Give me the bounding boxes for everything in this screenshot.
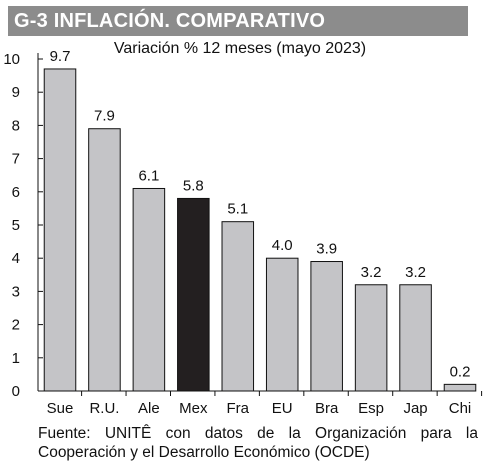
bar-bra xyxy=(310,261,343,392)
y-tick-label: 9 xyxy=(12,84,20,101)
y-tick-label: 10 xyxy=(3,51,20,68)
y-tick-label: 6 xyxy=(12,184,20,201)
x-tick-label: Jap xyxy=(403,400,427,417)
data-label: 3.2 xyxy=(361,264,382,281)
data-label: 3.9 xyxy=(316,241,337,258)
y-axis: 0 1 2 3 4 5 6 7 8 9 10 xyxy=(3,51,43,400)
chart-title: G-3 INFLACIÓN. COMPARATIVO INTERNACIONAL xyxy=(14,10,326,62)
bar-esp xyxy=(354,284,388,392)
chart-subtitle: Variación % 12 meses (mayo 2023) xyxy=(113,40,367,57)
bar-jap xyxy=(399,284,432,392)
y-tick-label: 7 xyxy=(12,151,20,168)
chart-title-bar: G-3 INFLACIÓN. COMPARATIVO INTERNACIONAL xyxy=(8,6,468,62)
y-tick-label: 3 xyxy=(12,283,20,300)
value-labels: 9.7 7.9 6.1 5.8 5.1 4.0 3.9 3.2 3.2 0.2 xyxy=(50,48,471,380)
data-label: 4.0 xyxy=(272,237,293,254)
bar-ale xyxy=(132,187,166,392)
bar-chi xyxy=(443,383,477,392)
bar-fra xyxy=(221,221,255,392)
data-label: 0.2 xyxy=(450,363,471,380)
data-label: 7.9 xyxy=(94,108,115,125)
y-tick-label: 0 xyxy=(12,383,20,400)
y-tick-label: 4 xyxy=(12,250,20,267)
bar-ru xyxy=(88,128,121,392)
x-tick-label: R.U. xyxy=(89,400,119,417)
x-axis: Sue R.U. Ale Mex Fra EU Bra Esp Jap Chi xyxy=(38,390,483,417)
x-tick-label: Ale xyxy=(138,400,160,417)
data-label: 9.7 xyxy=(50,48,71,65)
x-tick-label: Chi xyxy=(449,400,472,417)
x-tick-label: Esp xyxy=(358,400,384,417)
x-tick-label: Sue xyxy=(47,400,74,417)
x-tick-label: EU xyxy=(272,400,293,417)
x-tick-label: Bra xyxy=(315,400,339,417)
data-label: 5.8 xyxy=(183,177,204,194)
bar-mex xyxy=(177,197,210,392)
data-label: 3.2 xyxy=(405,264,426,281)
y-tick-label: 1 xyxy=(12,350,20,367)
data-label: 6.1 xyxy=(138,167,159,184)
bar-sue xyxy=(43,68,77,392)
source-note: Fuente: UNITÊ con datos de la Organizaci… xyxy=(38,425,478,461)
bar-eu xyxy=(265,257,299,392)
y-tick-label: 5 xyxy=(12,217,20,234)
data-label: 5.1 xyxy=(227,201,248,218)
y-tick-label: 8 xyxy=(12,117,20,134)
bars xyxy=(43,68,477,392)
x-tick-label: Fra xyxy=(227,400,250,417)
y-tick-label: 2 xyxy=(12,317,20,334)
x-tick-label: Mex xyxy=(179,400,208,417)
